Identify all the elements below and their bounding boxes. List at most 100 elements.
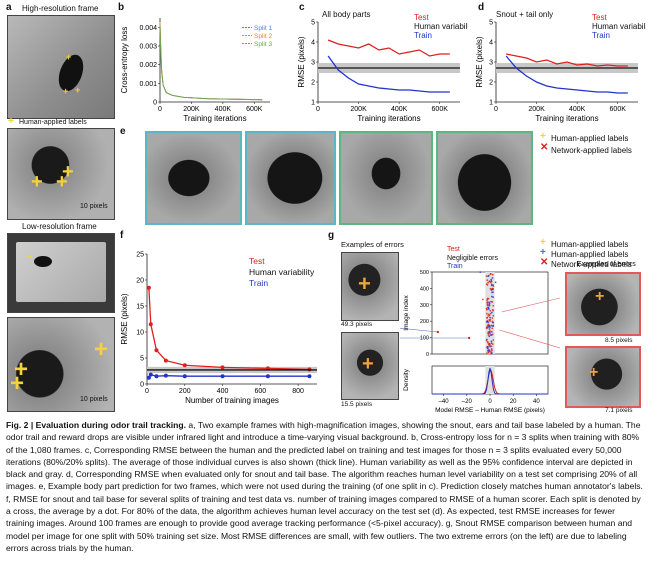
network-label-legend-icon: ✕: [540, 142, 549, 153]
arena-floor: [16, 242, 106, 302]
label-cross-icon: +: [31, 171, 43, 193]
scatter-point: [488, 328, 491, 330]
y-tick-label: 15: [136, 304, 144, 311]
y-tick-label: 20: [136, 278, 144, 285]
scatter-point: [488, 302, 491, 305]
panel-f-letter: f: [120, 230, 124, 241]
scatter-point: [490, 352, 493, 354]
scatter-point: [492, 291, 494, 294]
legend-label-split-1: Split 1: [254, 25, 272, 32]
label-cross-icon: +: [27, 252, 32, 261]
scale-bar-label: 10 pixels: [80, 203, 108, 210]
error-label-3: 8.5 pixels: [605, 337, 633, 344]
scatter-point: [487, 307, 490, 309]
scatter-point: [487, 351, 490, 354]
scatter-point: [490, 278, 493, 281]
y-tick-label: 100: [420, 336, 429, 342]
panel-c-letter: c: [299, 2, 305, 13]
human-label-legend-icon: +: [540, 131, 546, 142]
leader-line: [400, 327, 438, 333]
label-cross-icon: +: [362, 353, 374, 375]
scatter-point: [490, 330, 493, 333]
x-tick-label: 400K: [569, 106, 586, 113]
legend-label-human-variability: Human variability: [592, 22, 646, 31]
panel-b-letter: b: [118, 2, 125, 13]
y-axis-label-bottom: Density: [403, 368, 410, 390]
x-tick-label: 20: [510, 399, 517, 405]
error-example-3: +: [565, 272, 641, 336]
y-tick-label: 3: [311, 60, 315, 67]
legend-label-split-2: Split 2: [254, 33, 272, 40]
prediction-frame-1: [145, 131, 242, 225]
x-tick-label: 0: [145, 388, 149, 395]
y-tick-label: 200: [420, 319, 429, 325]
scatter-point: [490, 340, 493, 343]
scatter-point: [486, 340, 489, 343]
panel-c-subtitle: All body parts: [322, 10, 371, 19]
scatter-point: [490, 342, 493, 345]
panel-a-legend-human: Human-applied labels: [19, 119, 87, 126]
error-label-1: 49.3 pixels: [341, 321, 373, 328]
data-point: [146, 375, 151, 380]
scatter-point: [486, 279, 489, 282]
y-axis-label: Cross-entropy loss: [120, 27, 129, 94]
scatter-point: [486, 301, 489, 304]
scatter-point: [491, 343, 494, 346]
scatter-point: [486, 325, 489, 328]
y-tick-label: 1: [311, 100, 315, 107]
y-axis-label: RMSE (pixels): [297, 36, 306, 87]
label-cross-icon: +: [10, 370, 25, 397]
scatter-point: [486, 316, 489, 319]
scatter-point: [492, 309, 494, 312]
scatter-point: [489, 334, 492, 337]
scatter-point: [490, 348, 493, 350]
data-point: [182, 363, 187, 368]
legend-label-human-variability: Human variability: [249, 267, 315, 277]
scatter-point: [487, 332, 490, 335]
x-tick-label: 600K: [246, 106, 263, 113]
examples-left-title: Examples of errors: [341, 240, 404, 249]
panel-e-letter: e: [120, 126, 126, 137]
x-tick-label: 0: [494, 106, 498, 113]
scatter-point: [489, 316, 491, 319]
scatter-point: [490, 345, 493, 348]
scatter-point: [487, 281, 490, 284]
data-point: [220, 365, 225, 370]
panel-d-letter: d: [478, 2, 485, 13]
low-res-frame-image: +: [7, 233, 115, 313]
scatter-point: [485, 312, 488, 315]
scatter-point: [491, 277, 494, 279]
error-label-4: 7.1 pixels: [605, 407, 633, 414]
x-tick-label: 200: [179, 388, 191, 395]
negligible-band: [485, 366, 495, 394]
x-axis-label: Training iterations: [183, 114, 246, 123]
series-line-test: [506, 53, 628, 67]
panel-e-legend-human: Human-applied labels: [551, 134, 629, 143]
y-tick-label: 4: [489, 40, 493, 47]
scatter-point: [490, 311, 493, 314]
panel-g-letter: g: [328, 230, 335, 241]
scatter-outlier: [436, 330, 439, 334]
scatter-point: [492, 324, 495, 327]
chart-d: 0 200K 400K 600K 1 2 3 4 5 Training iterations RMS…: [475, 13, 646, 123]
scatter-point: [487, 321, 490, 324]
scatter-point: [485, 308, 488, 310]
prediction-frame-4: [436, 131, 533, 225]
x-axis-label: Training iterations: [357, 114, 420, 123]
x-axis-label: Number of training images: [185, 396, 279, 405]
scatter-point: [489, 272, 492, 275]
legend-label-train: Train: [414, 31, 432, 40]
x-tick-label: –20: [462, 399, 473, 405]
x-tick-label: 200K: [183, 106, 200, 113]
scatter-point: [494, 281, 497, 284]
panel-d-subtitle: Snout + tail only: [496, 10, 554, 19]
scatter-point: [487, 334, 490, 337]
label-cross-icon: +: [75, 85, 81, 95]
scatter-point: [489, 350, 492, 353]
high-res-frame-image: + + +: [7, 15, 115, 119]
y-tick-label: 1: [489, 100, 493, 107]
y-tick-label: 0.003: [139, 44, 157, 51]
y-tick-label: 500: [420, 270, 429, 276]
label-cross-icon: +: [62, 161, 74, 183]
figure-caption: Fig. 2 | Evaluation during odor trail tr…: [6, 419, 644, 554]
